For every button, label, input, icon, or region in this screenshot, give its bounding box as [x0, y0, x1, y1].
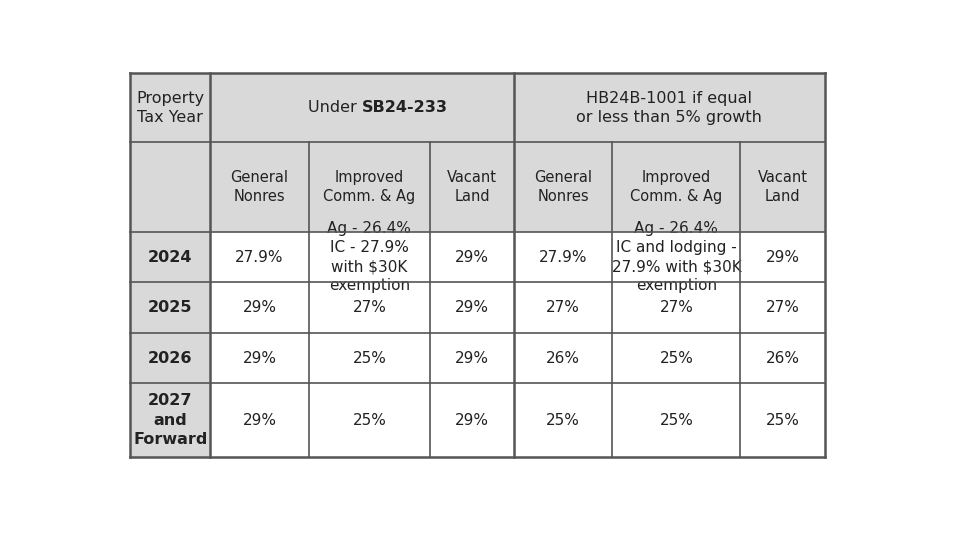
Text: 2026: 2026 [148, 351, 192, 366]
Text: Vacant
Land: Vacant Land [758, 170, 808, 204]
Bar [612, 333, 741, 384]
Text: 26%: 26% [765, 351, 800, 366]
Text: 29%: 29% [455, 300, 489, 315]
Bar [514, 384, 612, 457]
Text: 29%: 29% [243, 412, 276, 427]
Text: 25%: 25% [765, 412, 800, 427]
Bar [130, 384, 211, 457]
Text: General
Nonres: General Nonres [230, 170, 288, 204]
Text: SB24-233: SB24-233 [363, 100, 448, 115]
Text: 25%: 25% [660, 412, 694, 427]
Bar [514, 73, 824, 142]
Bar [309, 232, 430, 282]
Bar [514, 142, 612, 232]
Text: 29%: 29% [455, 412, 489, 427]
Text: 29%: 29% [243, 300, 276, 315]
Bar [612, 384, 741, 457]
Bar [741, 142, 824, 232]
Text: 27.9%: 27.9% [235, 250, 284, 265]
Bar [514, 232, 612, 282]
Bar [741, 384, 824, 457]
Text: Improved
Comm. & Ag: Improved Comm. & Ag [630, 170, 722, 204]
Bar [309, 142, 430, 232]
Text: 27.9%: 27.9% [539, 250, 588, 265]
Text: 29%: 29% [243, 351, 276, 366]
Text: 29%: 29% [455, 250, 489, 265]
Bar [211, 282, 309, 333]
Bar [211, 333, 309, 384]
Text: 25%: 25% [353, 412, 386, 427]
Bar [130, 232, 211, 282]
Bar [130, 282, 211, 333]
Bar [211, 73, 514, 142]
Bar [430, 384, 514, 457]
Bar [309, 384, 430, 457]
Bar [211, 384, 309, 457]
Bar [430, 333, 514, 384]
Text: 27%: 27% [660, 300, 694, 315]
Text: 2027
and
Forward: 2027 and Forward [133, 393, 208, 447]
Bar [612, 282, 741, 333]
Text: 27%: 27% [546, 300, 580, 315]
Text: 29%: 29% [455, 351, 489, 366]
Text: Ag - 26.4%
IC and lodging -
27.9% with $30K
exemption: Ag - 26.4% IC and lodging - 27.9% with $… [612, 221, 741, 294]
Bar [514, 282, 612, 333]
Bar [430, 282, 514, 333]
Text: 25%: 25% [546, 412, 580, 427]
Bar [430, 142, 514, 232]
Bar [514, 333, 612, 384]
Bar [612, 142, 741, 232]
Bar [741, 232, 824, 282]
Bar [211, 232, 309, 282]
Text: 27%: 27% [765, 300, 800, 315]
Bar [130, 333, 211, 384]
Text: 25%: 25% [353, 351, 386, 366]
Text: 29%: 29% [765, 250, 800, 265]
Text: General
Nonres: General Nonres [534, 170, 592, 204]
Bar [130, 73, 211, 142]
Text: 25%: 25% [660, 351, 694, 366]
Text: Ag - 26.4%
IC - 27.9%
with $30K
exemption: Ag - 26.4% IC - 27.9% with $30K exemptio… [327, 221, 412, 294]
Text: 2024: 2024 [148, 250, 192, 265]
Text: Under: Under [309, 100, 363, 115]
Bar [130, 142, 211, 232]
Text: Vacant
Land: Vacant Land [447, 170, 497, 204]
Bar [741, 282, 824, 333]
Text: HB24B-1001 if equal
or less than 5% growth: HB24B-1001 if equal or less than 5% grow… [576, 90, 762, 125]
Bar [612, 232, 741, 282]
Text: Improved
Comm. & Ag: Improved Comm. & Ag [323, 170, 416, 204]
Bar [741, 333, 824, 384]
Text: 26%: 26% [546, 351, 580, 366]
Text: Property
Tax Year: Property Tax Year [136, 90, 205, 125]
Bar [430, 232, 514, 282]
Text: 27%: 27% [353, 300, 386, 315]
Bar [309, 282, 430, 333]
Bar [309, 333, 430, 384]
Text: 2025: 2025 [148, 300, 192, 315]
Bar [211, 142, 309, 232]
